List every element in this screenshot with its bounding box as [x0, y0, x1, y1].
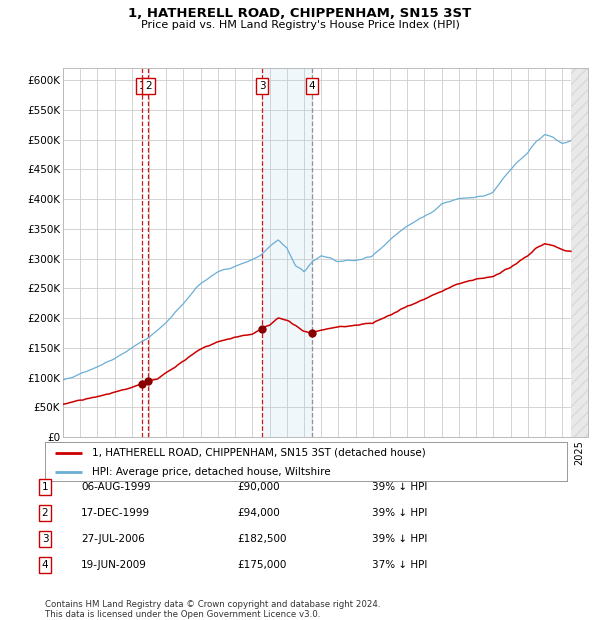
Text: 4: 4 — [41, 560, 49, 570]
Text: 1: 1 — [139, 81, 145, 91]
Text: 1, HATHERELL ROAD, CHIPPENHAM, SN15 3ST (detached house): 1, HATHERELL ROAD, CHIPPENHAM, SN15 3ST … — [92, 448, 426, 458]
Text: 3: 3 — [41, 534, 49, 544]
Text: 27-JUL-2006: 27-JUL-2006 — [81, 534, 145, 544]
Text: 1: 1 — [41, 482, 49, 492]
Bar — [571, 68, 588, 437]
Text: £90,000: £90,000 — [237, 482, 280, 492]
Text: £175,000: £175,000 — [237, 560, 286, 570]
Text: 2: 2 — [41, 508, 49, 518]
Text: 1, HATHERELL ROAD, CHIPPENHAM, SN15 3ST: 1, HATHERELL ROAD, CHIPPENHAM, SN15 3ST — [128, 7, 472, 20]
Text: 37% ↓ HPI: 37% ↓ HPI — [372, 560, 427, 570]
Text: 39% ↓ HPI: 39% ↓ HPI — [372, 482, 427, 492]
Text: Contains HM Land Registry data © Crown copyright and database right 2024.: Contains HM Land Registry data © Crown c… — [45, 600, 380, 609]
Text: 06-AUG-1999: 06-AUG-1999 — [81, 482, 151, 492]
Text: 2: 2 — [145, 81, 152, 91]
Text: 3: 3 — [259, 81, 265, 91]
Text: 39% ↓ HPI: 39% ↓ HPI — [372, 534, 427, 544]
Text: £94,000: £94,000 — [237, 508, 280, 518]
Text: This data is licensed under the Open Government Licence v3.0.: This data is licensed under the Open Gov… — [45, 610, 320, 619]
Bar — [262, 68, 312, 437]
Text: Price paid vs. HM Land Registry's House Price Index (HPI): Price paid vs. HM Land Registry's House … — [140, 20, 460, 30]
Text: 39% ↓ HPI: 39% ↓ HPI — [372, 508, 427, 518]
Text: 17-DEC-1999: 17-DEC-1999 — [81, 508, 150, 518]
Text: 4: 4 — [308, 81, 315, 91]
Text: HPI: Average price, detached house, Wiltshire: HPI: Average price, detached house, Wilt… — [92, 467, 331, 477]
Text: £182,500: £182,500 — [237, 534, 287, 544]
Text: 19-JUN-2009: 19-JUN-2009 — [81, 560, 147, 570]
Bar — [571, 68, 588, 437]
